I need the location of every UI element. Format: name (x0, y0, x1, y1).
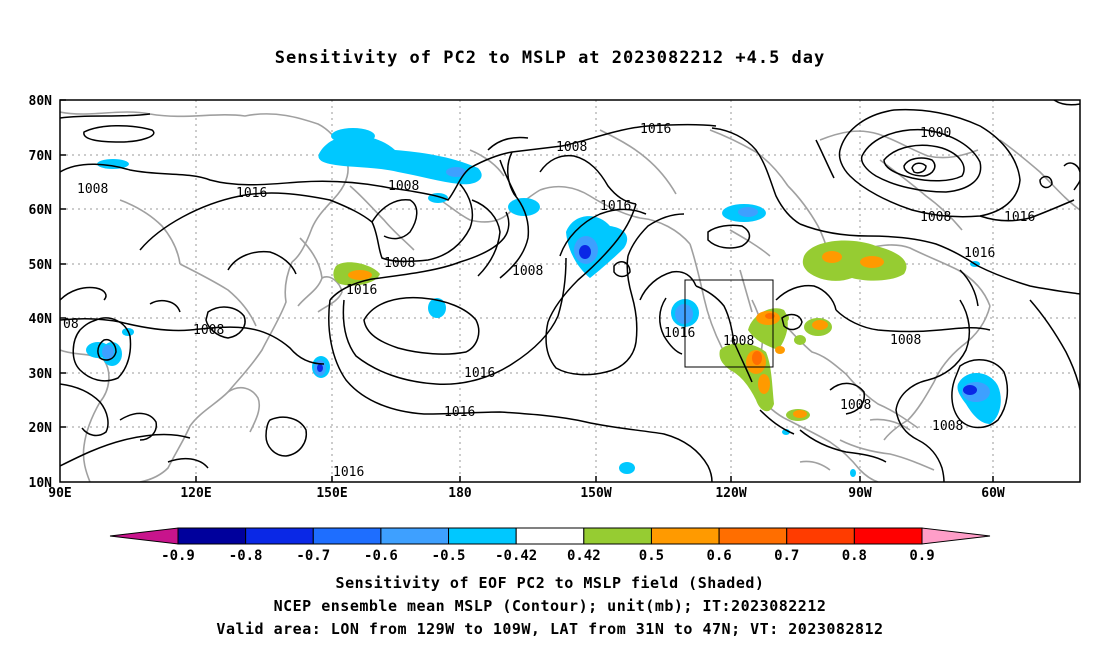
colorbar-label: -0.8 (229, 548, 263, 564)
positive-mid (348, 251, 884, 418)
contour-label: 1008 (890, 333, 921, 348)
lat-label: 70N (29, 149, 53, 164)
contour-label: 1008 (556, 140, 587, 155)
colorbar-label: -0.6 (364, 548, 398, 564)
colorbar-swatch (718, 527, 788, 545)
colorbar-label: 0.5 (639, 548, 664, 564)
contour-label: 1016 (664, 326, 695, 341)
lat-label: 30N (29, 367, 53, 382)
sensitivity-shading (86, 128, 1001, 477)
map-frame (59, 99, 1081, 483)
colorbar-label: 0.8 (842, 548, 867, 564)
footer-line-2: NCEP ensemble mean MSLP (Contour); unit(… (273, 597, 827, 615)
colorbar-swatch (177, 527, 247, 545)
valid-area-box (684, 279, 774, 368)
graticule (60, 100, 1080, 482)
contour-label: 1008 (512, 264, 543, 279)
colorbar-labels: -0.9 -0.8 -0.7 -0.6 -0.5 -0.42 0.42 0.5 0.6 0.7 0.… (161, 548, 935, 564)
mslp-contours (60, 100, 1080, 482)
colorbar-label: 0.42 (567, 548, 601, 564)
colorbar: -0.9 -0.8 -0.7 -0.6 -0.5 -0.42 0.42 0.5 0.6 0.7 0.… (109, 527, 991, 564)
contour-label: 08 (63, 317, 79, 332)
colorbar-swatch (650, 527, 720, 545)
contour-label: 1008 (77, 182, 108, 197)
colorbar-label: -0.5 (432, 548, 466, 564)
lon-label: 90E (48, 486, 71, 501)
positive-anomalies (333, 240, 907, 421)
lon-label: 120E (180, 486, 211, 501)
contour-label: 1016 (346, 283, 377, 298)
contour-labels: 1016 1008 1008 1016 1008 1016 1008 1016 … (63, 122, 1035, 480)
lon-label: 90W (848, 486, 872, 501)
lat-label: 60N (29, 203, 53, 218)
contour-label: 1016 (464, 366, 495, 381)
contour-label: 1008 (932, 419, 963, 434)
colorbar-high-end (921, 527, 991, 545)
lat-label: 50N (29, 258, 53, 273)
footer-line-3: Valid area: LON from 129W to 109W, LAT f… (216, 620, 884, 638)
contour-label: 1008 (388, 179, 419, 194)
colorbar-swatch (583, 527, 652, 545)
colorbar-label: 0.7 (774, 548, 799, 564)
lat-label: 20N (29, 421, 53, 436)
lon-label: 150W (580, 486, 611, 501)
contour-label: 1016 (1004, 210, 1035, 225)
colorbar-boxes (177, 527, 923, 545)
colorbar-label: -0.7 (296, 548, 330, 564)
negative-anomalies (86, 128, 1001, 477)
contour-label: 1000 (920, 126, 951, 141)
colorbar-swatch (380, 527, 450, 545)
colorbar-label: -0.9 (161, 548, 195, 564)
colorbar-label: -0.42 (495, 548, 537, 564)
figure-title: Sensitivity of PC2 to MSLP at 2023082212… (274, 48, 826, 68)
contour-label: 1008 (384, 256, 415, 271)
lon-label: 120W (715, 486, 746, 501)
latitude-labels: 80N 70N 60N 50N 40N 30N 20N 10N (29, 94, 53, 491)
contour-label: 1016 (236, 186, 267, 201)
contour-label: 1008 (723, 334, 754, 349)
contour-label: 1008 (193, 323, 224, 338)
colorbar-swatch (448, 527, 517, 545)
lon-label: 180 (448, 486, 472, 501)
colorbar-swatch (245, 527, 314, 545)
colorbar-swatch (853, 527, 923, 545)
lon-label: 150E (316, 486, 347, 501)
contour-label: 1008 (920, 210, 951, 225)
colorbar-label: 0.6 (706, 548, 731, 564)
negative-mid (102, 167, 990, 402)
longitude-labels: 90E 120E 150E 180 150W 120W 90W 60W (48, 486, 1005, 501)
lat-label: 40N (29, 312, 53, 327)
contour-label: 1008 (840, 398, 871, 413)
negative-strong (317, 245, 977, 395)
colorbar-low-end (109, 527, 179, 545)
lat-label: 80N (29, 94, 53, 109)
contour-label: 1016 (444, 405, 475, 420)
contour-label: 1016 (964, 246, 995, 261)
contour-label: 1016 (333, 465, 364, 480)
colorbar-swatch (312, 527, 382, 545)
contour-label: 1016 (640, 122, 671, 137)
contour-label: 1016 (600, 199, 631, 214)
colorbar-label: 0.9 (909, 548, 934, 564)
colorbar-swatch (786, 527, 855, 545)
lat-label: 10N (29, 476, 53, 491)
lon-label: 60W (981, 486, 1005, 501)
footer-line-1: Sensitivity of EOF PC2 to MSLP field (Sh… (335, 574, 765, 592)
colorbar-swatch (515, 527, 585, 545)
tick-marks (60, 99, 994, 482)
